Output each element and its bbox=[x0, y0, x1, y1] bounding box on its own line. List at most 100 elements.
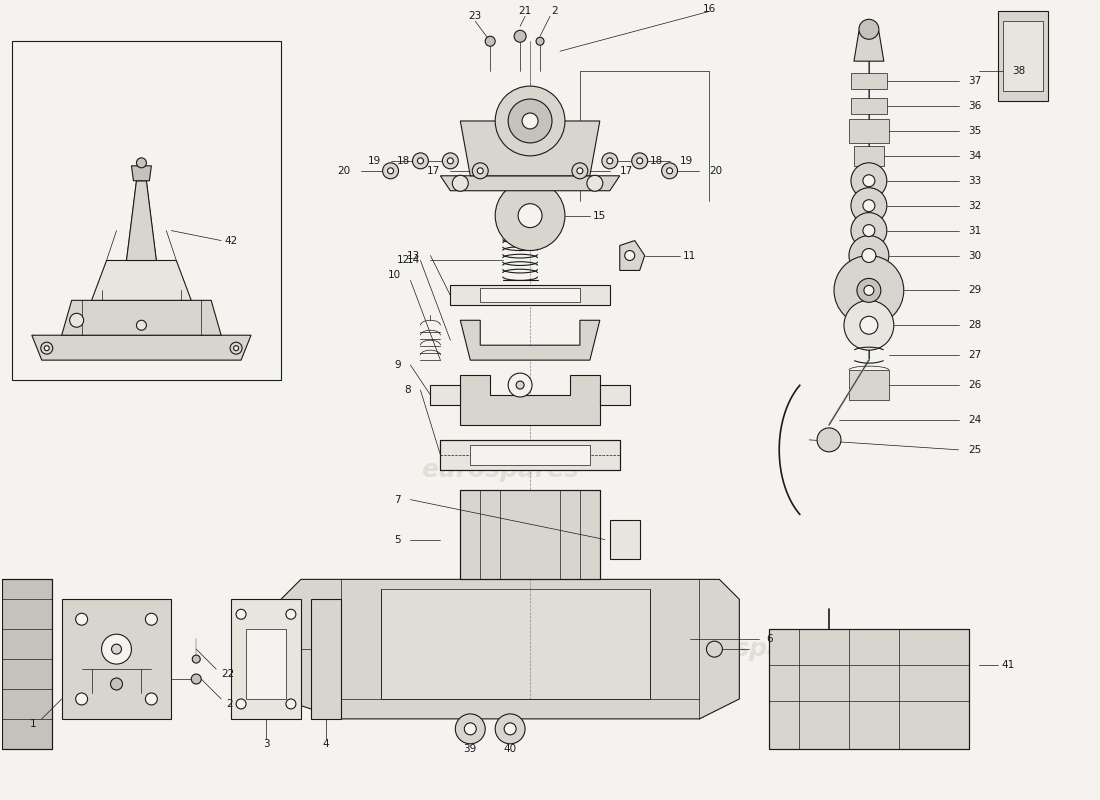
Circle shape bbox=[485, 36, 495, 46]
Text: 17: 17 bbox=[619, 166, 632, 176]
Polygon shape bbox=[430, 385, 460, 405]
Circle shape bbox=[236, 699, 246, 709]
Circle shape bbox=[472, 163, 488, 178]
Circle shape bbox=[849, 235, 889, 275]
Polygon shape bbox=[280, 579, 739, 719]
Text: 4: 4 bbox=[322, 739, 329, 749]
Text: 35: 35 bbox=[968, 126, 982, 136]
Circle shape bbox=[518, 204, 542, 228]
Circle shape bbox=[110, 678, 122, 690]
Polygon shape bbox=[311, 599, 341, 719]
Text: 14: 14 bbox=[407, 255, 420, 266]
Circle shape bbox=[860, 316, 878, 334]
Circle shape bbox=[587, 175, 603, 191]
Polygon shape bbox=[132, 166, 152, 181]
Text: 16: 16 bbox=[703, 4, 716, 14]
Text: 23: 23 bbox=[469, 11, 482, 22]
Bar bbox=[246, 630, 286, 699]
Text: 39: 39 bbox=[464, 744, 477, 754]
Circle shape bbox=[455, 714, 485, 744]
Text: eurospares: eurospares bbox=[421, 458, 580, 482]
Polygon shape bbox=[460, 320, 600, 360]
Circle shape bbox=[136, 158, 146, 168]
Bar bbox=[849, 119, 889, 143]
Text: 12: 12 bbox=[397, 255, 410, 266]
Circle shape bbox=[452, 175, 469, 191]
Text: 2: 2 bbox=[227, 699, 233, 709]
Text: 6: 6 bbox=[766, 634, 772, 644]
Text: 7: 7 bbox=[394, 494, 400, 505]
Text: 41: 41 bbox=[1002, 660, 1015, 670]
Circle shape bbox=[383, 163, 398, 178]
Circle shape bbox=[661, 163, 678, 178]
Circle shape bbox=[851, 213, 887, 249]
Circle shape bbox=[464, 723, 476, 735]
Text: 20: 20 bbox=[338, 166, 351, 176]
Text: 8: 8 bbox=[404, 385, 410, 395]
Circle shape bbox=[145, 693, 157, 705]
Text: 37: 37 bbox=[968, 76, 982, 86]
Circle shape bbox=[101, 634, 132, 664]
Polygon shape bbox=[91, 261, 191, 300]
Circle shape bbox=[857, 278, 881, 302]
Circle shape bbox=[862, 225, 874, 237]
Circle shape bbox=[516, 381, 524, 389]
Bar bbox=[471, 445, 590, 465]
Text: 36: 36 bbox=[968, 101, 982, 111]
Circle shape bbox=[862, 200, 874, 212]
Text: 28: 28 bbox=[968, 320, 982, 330]
Circle shape bbox=[667, 168, 672, 174]
Text: 10: 10 bbox=[387, 270, 400, 281]
Text: 25: 25 bbox=[968, 445, 982, 455]
Polygon shape bbox=[440, 176, 619, 190]
Circle shape bbox=[631, 153, 648, 169]
Circle shape bbox=[504, 723, 516, 735]
Circle shape bbox=[817, 428, 842, 452]
Polygon shape bbox=[126, 181, 156, 261]
Text: 42: 42 bbox=[224, 235, 238, 246]
Circle shape bbox=[637, 158, 642, 164]
Text: 1: 1 bbox=[30, 719, 36, 729]
Circle shape bbox=[536, 38, 544, 46]
Circle shape bbox=[286, 610, 296, 619]
Circle shape bbox=[442, 153, 459, 169]
Circle shape bbox=[76, 693, 88, 705]
Polygon shape bbox=[854, 31, 883, 61]
Circle shape bbox=[76, 614, 88, 626]
Text: eurospares: eurospares bbox=[122, 269, 280, 293]
Circle shape bbox=[576, 168, 583, 174]
Circle shape bbox=[111, 644, 121, 654]
Circle shape bbox=[851, 188, 887, 224]
Circle shape bbox=[145, 614, 157, 626]
Circle shape bbox=[864, 286, 873, 295]
Text: 19: 19 bbox=[367, 156, 381, 166]
Bar bbox=[854, 146, 883, 166]
Text: 27: 27 bbox=[968, 350, 982, 360]
Text: 21: 21 bbox=[518, 6, 531, 16]
Text: 20: 20 bbox=[710, 166, 723, 176]
Polygon shape bbox=[231, 599, 301, 719]
Text: 11: 11 bbox=[683, 250, 696, 261]
Text: 34: 34 bbox=[968, 151, 982, 161]
Text: 33: 33 bbox=[968, 176, 982, 186]
Text: 3: 3 bbox=[263, 739, 270, 749]
Circle shape bbox=[508, 373, 532, 397]
Circle shape bbox=[834, 255, 904, 326]
Bar bbox=[851, 73, 887, 89]
Polygon shape bbox=[769, 630, 968, 749]
Circle shape bbox=[230, 342, 242, 354]
Text: 17: 17 bbox=[427, 166, 440, 176]
Bar bbox=[999, 11, 1048, 101]
Text: 2: 2 bbox=[552, 6, 559, 16]
Bar bbox=[381, 590, 650, 699]
Circle shape bbox=[477, 168, 483, 174]
Bar bbox=[849, 370, 889, 400]
Text: 9: 9 bbox=[394, 360, 400, 370]
Circle shape bbox=[602, 153, 618, 169]
Text: 30: 30 bbox=[968, 250, 981, 261]
Polygon shape bbox=[460, 490, 600, 579]
Polygon shape bbox=[62, 300, 221, 335]
Circle shape bbox=[844, 300, 894, 350]
Circle shape bbox=[136, 320, 146, 330]
Text: 18: 18 bbox=[397, 156, 410, 166]
